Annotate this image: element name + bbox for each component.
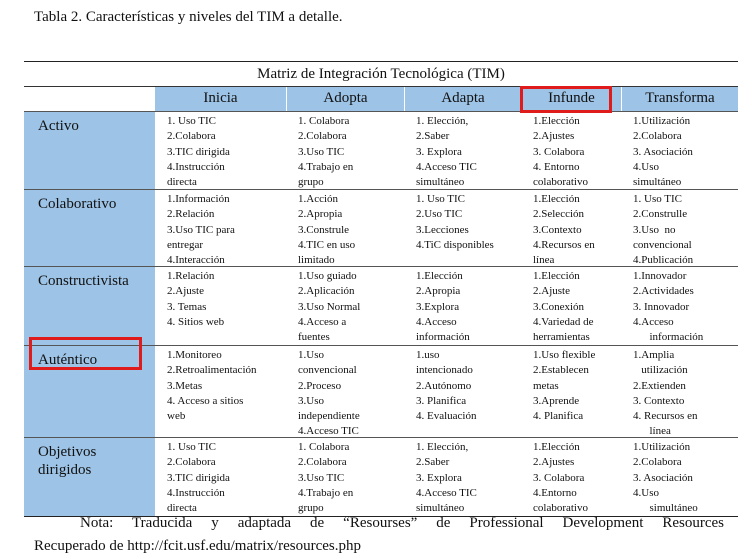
table-cell: 1.Elección 2.Ajustes 3. Colabora 4.Entor…	[533, 441, 588, 515]
table-cell: 1.Uso flexible 2.Establecen metas 3.Apre…	[533, 349, 596, 423]
col-header-adapta: Adapta	[404, 87, 521, 111]
table-row-activo: Activo 1. Uso TIC 2.Colabora 3.TIC dirig…	[24, 111, 738, 189]
tim-matrix-table: Matriz de Integración Tecnológica (TIM) …	[24, 61, 738, 517]
header-corner	[24, 87, 155, 111]
col-header-transforma: Transforma	[621, 87, 738, 111]
table-cell: 1. Uso TIC 2.Colabora 3.TIC dirigida 4.I…	[167, 441, 230, 515]
row-label: Constructivista	[24, 267, 155, 345]
table-cell: 1. Uso TIC 2.Colabora 3.TIC dirigida 4.I…	[167, 115, 230, 189]
table-cell: 1.Amplia utilización 2.Extienden 3. Cont…	[633, 349, 698, 438]
header-row: Inicia Adopta Adapta Infunde Transforma	[24, 87, 738, 111]
note-line-1: Nota: Traducida y adaptada de “Resourses…	[80, 515, 724, 531]
row-label: Objetivos dirigidos	[24, 438, 155, 516]
table-row-constructivista: Constructivista 1.Relación 2.Ajuste 3. T…	[24, 266, 738, 345]
table-cell: 1.Relación 2.Ajuste 3. Temas 4. Sitios w…	[167, 270, 225, 328]
table-cell: 1. Colabora 2.Colabora 3.Uso TIC 4.Traba…	[298, 441, 354, 515]
table-row-colaborativo: Colaborativo 1.Información 2.Relación 3.…	[24, 189, 738, 266]
note-line-2: Recuperado de http://fcit.usf.edu/matrix…	[34, 538, 361, 554]
table-cell: 1. Elección, 2.Saber 3. Explora 4.Acceso…	[416, 115, 477, 189]
table-cell: 1. Uso TIC 2.Uso TIC 3.Lecciones 4.TiC d…	[416, 193, 494, 251]
table-cell: 1.Monitoreo 2.Retroalimentación 3.Metas …	[167, 349, 257, 423]
table-cell: 1. Uso TIC 2.Construlle 3.Uso no convenc…	[633, 193, 694, 267]
table-cell: 1.Utilización 2.Colabora 3. Asociación 4…	[633, 441, 698, 515]
source-note: Nota: Traducida y adaptada de “Resourses…	[34, 512, 724, 558]
table-cell: 1.Uso convencional 2.Proceso 3.Uso indep…	[298, 349, 360, 438]
table-caption: Tabla 2. Características y niveles del T…	[34, 9, 343, 25]
infunde-highlight-box	[520, 86, 612, 113]
table-cell: 1.Uso guiado 2.Aplicación 3.Uso Normal 4…	[298, 270, 361, 344]
col-header-inicia: Inicia	[155, 87, 286, 111]
col-header-adopta: Adopta	[286, 87, 404, 111]
table-cell: 1.Utilización 2.Colabora 3. Asociación 4…	[633, 115, 693, 189]
table-cell: 1.Elección 2.Apropia 3.Explora 4.Acceso …	[416, 270, 470, 344]
table-cell: 1.Elección 2.Selección 3.Contexto 4.Recu…	[533, 193, 595, 267]
autentico-highlight-box	[29, 337, 142, 370]
table-cell: 1.Elección 2.Ajuste 3.Conexión 4.Varieda…	[533, 270, 594, 344]
row-label: Activo	[24, 112, 155, 189]
table-cell: 1. Colabora 2.Colabora 3.Uso TIC 4.Traba…	[298, 115, 354, 189]
table-cell: 1. Elección, 2.Saber 3. Explora 4.Acceso…	[416, 441, 477, 515]
row-label: Colaborativo	[24, 190, 155, 266]
table-row-objetivos-dirigidos: Objetivos dirigidos 1. Uso TIC 2.Colabor…	[24, 437, 738, 517]
table-cell: 1.Acción 2.Apropia 3.Construle 4.TIC en …	[298, 193, 356, 267]
table-row-autentico: Auténtico 1.Monitoreo 2.Retroalimentació…	[24, 345, 738, 437]
matrix-title: Matriz de Integración Tecnológica (TIM)	[24, 61, 738, 87]
row-label: Auténtico	[24, 346, 155, 437]
col-header-infunde: Infunde	[521, 87, 621, 111]
table-cell: 1.Innovador 2.Actividades 3. Innovador 4…	[633, 270, 704, 344]
table-cell: 1.uso intencionado 2.Autónomo 3. Planifi…	[416, 349, 477, 423]
table-cell: 1.Elección 2.Ajustes 3. Colabora 4. Ento…	[533, 115, 588, 189]
table-cell: 1.Información 2.Relación 3.Uso TIC para …	[167, 193, 235, 267]
